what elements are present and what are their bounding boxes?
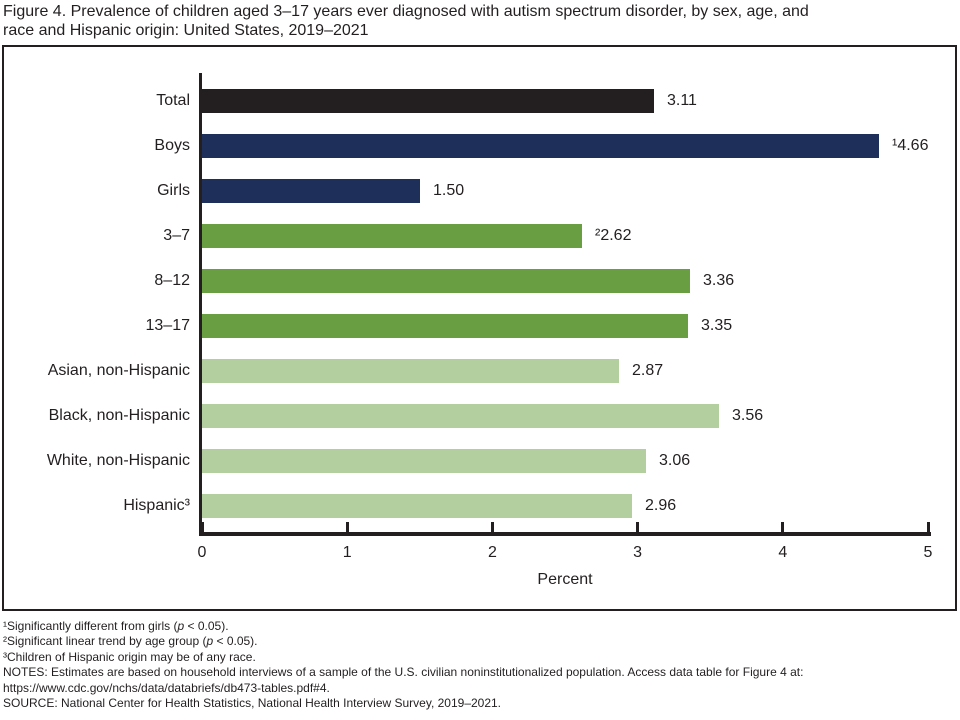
footnote-text: NOTES: Estimates are based on household … <box>3 665 804 680</box>
bar <box>202 134 879 158</box>
footnote-text: https://www.cdc.gov/nchs/data/databriefs… <box>3 680 330 695</box>
x-axis-tick <box>636 522 640 532</box>
footnote-line: ²Significant linear trend by age group (… <box>3 634 953 649</box>
value-label: 2.96 <box>645 497 677 514</box>
x-axis-tick-label: 2 <box>487 544 497 561</box>
category-label: Hispanic³ <box>123 497 190 514</box>
x-axis-tick <box>781 522 785 532</box>
footnote-text: p <box>177 619 185 633</box>
category-label: 8–12 <box>154 272 190 289</box>
value-label: ¹4.66 <box>892 137 929 154</box>
category-label: Total <box>156 92 190 109</box>
x-axis-tick <box>490 522 494 532</box>
footnote-line: ¹Significantly different from girls (p <… <box>3 619 953 634</box>
x-axis-line <box>199 532 931 536</box>
category-label: Girls <box>157 182 190 199</box>
bar <box>202 314 688 338</box>
bar <box>202 224 582 248</box>
x-axis-tick <box>926 522 930 532</box>
x-axis-tick-label: 0 <box>197 544 207 561</box>
x-axis-tick-label: 4 <box>778 544 788 561</box>
plot-area: Percent Total 3.11 Boys ¹4.66 Girls 1.50 3–7 ²2… <box>47 73 932 588</box>
value-label: 1.50 <box>433 182 465 199</box>
x-axis-tick <box>345 522 349 532</box>
category-label: Boys <box>154 137 190 154</box>
footnote-line: SOURCE: National Center for Health Stati… <box>3 696 953 711</box>
x-axis-tick-label: 3 <box>633 544 643 561</box>
value-label: 3.36 <box>703 272 735 289</box>
footnote-text: ¹Significantly different from girls ( <box>3 619 178 633</box>
value-label: 3.56 <box>732 407 764 424</box>
y-axis-line <box>199 73 202 536</box>
footnote-line: ³Children of Hispanic origin may be of a… <box>3 650 953 665</box>
category-label: White, non-Hispanic <box>46 452 190 469</box>
category-label: 13–17 <box>145 317 191 334</box>
value-label: 3.35 <box>701 317 733 334</box>
footnote-text: p <box>206 634 214 649</box>
x-axis-title: Percent <box>537 571 593 588</box>
bar <box>202 179 420 203</box>
bar <box>202 359 619 383</box>
bar <box>202 404 719 428</box>
category-label: Black, non-Hispanic <box>48 407 190 424</box>
chart-box: Percent Total 3.11 Boys ¹4.66 Girls 1.50 3–7 ²2… <box>2 45 957 611</box>
footnote-text: < 0.05). <box>213 634 258 649</box>
bar <box>202 89 654 113</box>
bar <box>202 269 690 293</box>
value-label: 3.11 <box>667 92 697 109</box>
figure-title: Figure 4. Prevalence of children aged 3–… <box>3 3 809 39</box>
footnote-line: NOTES: Estimates are based on household … <box>3 665 953 680</box>
x-axis-tick-label: 5 <box>923 544 933 561</box>
value-label: ²2.62 <box>595 227 632 244</box>
category-label: 3–7 <box>163 227 190 244</box>
value-label: 3.06 <box>659 452 691 469</box>
value-label: 2.87 <box>632 362 664 379</box>
bar <box>202 494 632 518</box>
x-axis-tick <box>200 522 204 532</box>
footnote-text: SOURCE: National Center for Health Stati… <box>3 696 502 711</box>
category-label: Asian, non-Hispanic <box>47 362 190 379</box>
footnote-text: < 0.05). <box>184 619 229 633</box>
bar <box>202 449 646 473</box>
footnote-text: ²Significant linear trend by age group ( <box>3 634 207 649</box>
footnotes: ¹Significantly different from girls (p <… <box>3 619 953 711</box>
footnote-line: https://www.cdc.gov/nchs/data/databriefs… <box>3 681 953 696</box>
x-axis-tick-label: 1 <box>342 544 352 561</box>
footnote-text: ³Children of Hispanic origin may be of a… <box>3 649 256 664</box>
